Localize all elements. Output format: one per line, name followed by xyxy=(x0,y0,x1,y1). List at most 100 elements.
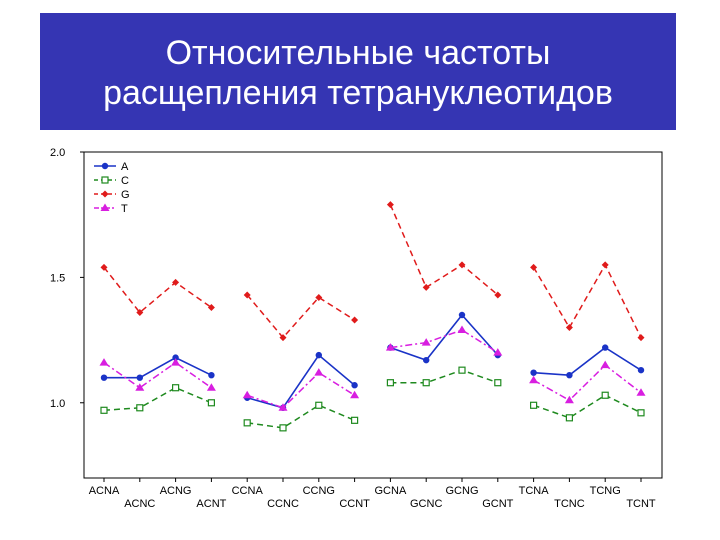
data-point-c xyxy=(637,409,645,417)
data-point-a xyxy=(208,371,215,379)
data-point-g xyxy=(494,291,502,299)
x-tick-label: CCNC xyxy=(267,498,299,510)
data-point-t xyxy=(171,358,181,366)
series-line-c xyxy=(390,369,499,384)
data-point-a xyxy=(602,344,609,351)
y-tick-label: 1.0 xyxy=(50,398,65,410)
x-tick-label: GCNT xyxy=(482,498,513,510)
x-tick-label: CCNT xyxy=(339,498,370,510)
x-tick-label: GCNC xyxy=(410,498,442,510)
x-tick-label: ACNT xyxy=(196,498,226,510)
data-point-c xyxy=(386,379,394,387)
legend-label-c: C xyxy=(121,175,129,187)
series-line-a xyxy=(104,356,212,379)
x-tick-label: ACNC xyxy=(124,498,155,510)
data-point-g xyxy=(172,278,180,286)
series-line-g xyxy=(103,266,212,314)
series-line-a xyxy=(533,346,642,377)
y-tick-label: 2.0 xyxy=(50,147,65,159)
data-point-t xyxy=(421,338,431,346)
data-point-t xyxy=(278,403,288,411)
data-point-a xyxy=(172,354,179,361)
x-tick-label: TCNG xyxy=(590,485,621,497)
data-point-c xyxy=(458,366,466,374)
data-point-t xyxy=(242,390,252,399)
data-point-c xyxy=(100,406,108,414)
series-line-t xyxy=(246,371,355,409)
data-point-a xyxy=(423,356,430,364)
data-point-c xyxy=(136,404,144,412)
x-tick-label: GCNA xyxy=(375,485,407,497)
data-point-c xyxy=(172,384,180,392)
data-point-c xyxy=(101,176,109,184)
data-point-g xyxy=(279,334,287,342)
legend-label-g: G xyxy=(121,189,130,201)
legend-label-a: A xyxy=(121,161,129,173)
x-tick-label: CCNA xyxy=(232,485,264,497)
x-tick-label: ACNG xyxy=(160,485,192,497)
data-point-g xyxy=(422,283,430,291)
data-point-g xyxy=(243,291,251,299)
slide-title: Относительные частоты расщепления тетран… xyxy=(40,13,676,130)
data-point-g xyxy=(136,308,144,316)
series-line-t xyxy=(103,361,212,389)
data-point-c xyxy=(207,399,215,407)
x-tick-label: GCNG xyxy=(446,485,479,497)
data-point-g xyxy=(601,261,609,269)
x-tick-label: CCNG xyxy=(303,485,335,497)
data-point-t xyxy=(457,325,467,334)
data-point-t xyxy=(636,388,646,396)
data-point-a xyxy=(101,162,109,170)
data-point-a xyxy=(100,374,108,381)
y-tick-label: 1.5 xyxy=(50,272,65,284)
data-point-g xyxy=(530,263,538,271)
data-point-t xyxy=(99,358,109,366)
series-line-g xyxy=(246,294,355,339)
data-point-t xyxy=(135,383,145,391)
series-line-t xyxy=(533,364,642,402)
x-tick-label: TCNC xyxy=(554,498,585,510)
data-point-g xyxy=(458,261,466,269)
data-point-g xyxy=(315,293,323,301)
x-tick-label: TCNT xyxy=(626,498,656,510)
data-point-c xyxy=(351,416,359,424)
data-point-a xyxy=(530,369,537,376)
data-point-a xyxy=(315,351,322,359)
data-point-c xyxy=(422,379,430,387)
x-tick-label: ACNA xyxy=(89,485,120,497)
series-line-g xyxy=(389,204,499,296)
data-point-a xyxy=(458,311,466,319)
series-line-g xyxy=(532,263,642,338)
data-point-g xyxy=(100,263,108,271)
data-point-g xyxy=(386,201,394,209)
data-point-a xyxy=(637,366,645,374)
data-point-t xyxy=(564,395,574,404)
series-line-c xyxy=(533,394,642,419)
series-line-a xyxy=(390,313,499,362)
series-line-c xyxy=(247,404,355,429)
series-line-a xyxy=(246,353,356,409)
data-point-g xyxy=(351,316,359,324)
data-point-t xyxy=(206,383,216,391)
data-point-g xyxy=(637,334,645,342)
slide-title-line-1: Относительные частоты xyxy=(165,34,551,72)
data-point-c xyxy=(279,424,287,432)
data-point-t xyxy=(385,343,395,351)
data-point-g xyxy=(101,190,109,198)
data-point-a xyxy=(136,374,143,381)
data-point-c xyxy=(243,419,251,427)
series-line-t xyxy=(390,329,499,354)
data-point-t xyxy=(100,203,110,211)
data-point-c xyxy=(529,401,538,409)
legend-label-t: T xyxy=(121,203,128,215)
data-point-t xyxy=(314,368,324,376)
data-point-t xyxy=(493,348,503,356)
data-point-a xyxy=(566,371,573,379)
data-point-c xyxy=(494,379,502,387)
x-tick-label: TCNA xyxy=(519,485,550,497)
data-point-t xyxy=(529,375,539,384)
plot-area xyxy=(83,151,663,479)
data-point-t xyxy=(600,360,610,369)
data-point-c xyxy=(565,414,574,422)
